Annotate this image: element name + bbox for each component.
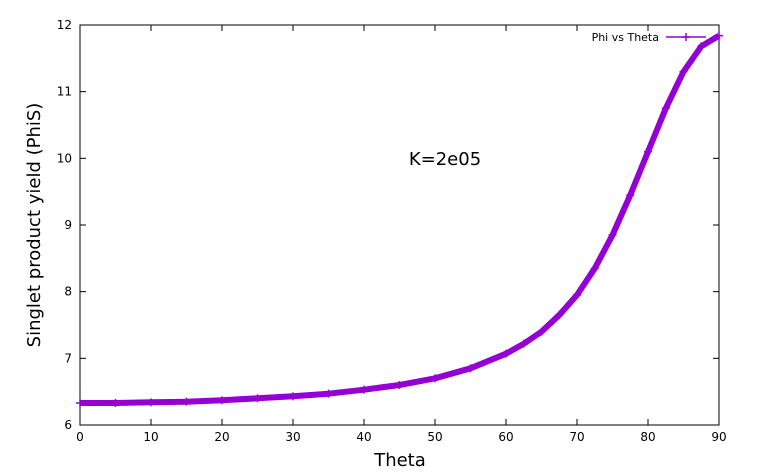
y-tick-label: 7 xyxy=(64,351,72,365)
data-point xyxy=(555,311,564,319)
plot-frame xyxy=(79,24,720,426)
x-tick-label: 0 xyxy=(76,430,84,444)
data-point xyxy=(289,392,297,401)
y-tick-label: 12 xyxy=(57,18,72,32)
data-point xyxy=(679,67,688,76)
data-point xyxy=(253,394,262,403)
data-point xyxy=(644,147,652,156)
data-point xyxy=(626,191,635,199)
data-point xyxy=(466,364,475,373)
data-point xyxy=(519,339,528,348)
x-tick-label: 50 xyxy=(427,430,442,444)
y-tick-label: 11 xyxy=(57,85,72,99)
y-axis-label: Singlet product yield (PhiS) xyxy=(24,103,45,348)
y-tick-label: 8 xyxy=(64,285,72,299)
x-tick-label: 90 xyxy=(711,430,726,444)
data-point xyxy=(147,398,155,407)
data-point xyxy=(182,397,191,406)
data-point xyxy=(573,291,581,299)
data-point xyxy=(324,389,333,398)
x-tick-label: 40 xyxy=(356,430,371,444)
data-point xyxy=(661,104,670,113)
data-point xyxy=(431,374,439,383)
legend: Phi vs Theta xyxy=(592,31,706,44)
data-point xyxy=(76,399,84,407)
data-point xyxy=(218,396,226,405)
y-tick-label: 10 xyxy=(57,151,72,165)
series-line xyxy=(80,33,721,406)
legend-sample xyxy=(666,33,706,41)
series-layer xyxy=(76,31,723,407)
data-point xyxy=(395,381,404,389)
data-point xyxy=(111,399,120,407)
x-tick-label: 60 xyxy=(498,430,513,444)
legend-label: Phi vs Theta xyxy=(592,31,659,44)
x-tick-label: 70 xyxy=(569,430,584,444)
data-point xyxy=(715,31,723,40)
axis-ticks: 0 10 20 30 40 50 60 70 80 90 6 7 8 9 10 11 12 xyxy=(57,18,727,444)
x-axis-label: Theta xyxy=(373,450,426,471)
y-tick-label: 9 xyxy=(64,218,72,232)
data-point xyxy=(608,231,617,239)
data-point xyxy=(537,327,546,336)
data-point xyxy=(360,385,368,394)
x-tick-label: 80 xyxy=(640,430,655,444)
data-point xyxy=(502,349,510,358)
data-point xyxy=(590,264,599,273)
y-tick-label: 6 xyxy=(64,418,72,432)
x-tick-label: 30 xyxy=(285,430,300,444)
data-point xyxy=(697,42,706,51)
annotation-k: K=2e05 xyxy=(409,149,481,170)
x-tick-label: 20 xyxy=(214,430,229,444)
x-tick-label: 10 xyxy=(143,430,158,444)
